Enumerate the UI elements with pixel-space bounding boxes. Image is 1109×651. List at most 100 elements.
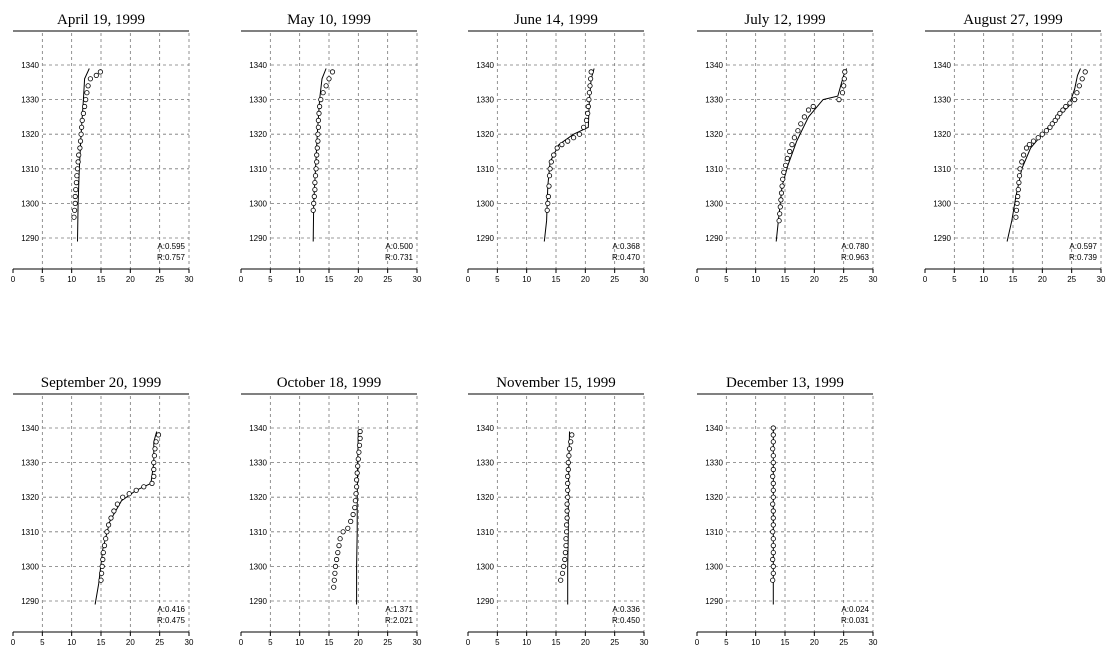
y-tick-label: 1330	[21, 459, 39, 468]
x-tick-label: 15	[97, 275, 106, 284]
x-tick-label: 25	[155, 638, 164, 647]
chart-title: October 18, 1999	[277, 375, 382, 391]
y-tick-label: 1320	[476, 130, 494, 139]
observed-point	[77, 138, 84, 144]
x-tick-label: 0	[11, 638, 16, 647]
observed-point	[79, 124, 85, 130]
observed-point	[770, 542, 776, 549]
y-tick-label: 1340	[21, 61, 39, 70]
observed-point	[563, 536, 569, 542]
y-tick-label: 1290	[249, 234, 267, 243]
observed-point	[548, 159, 554, 165]
observed-point	[566, 446, 573, 452]
observed-point	[547, 166, 553, 172]
x-tick-label: 5	[495, 638, 500, 647]
observed-point	[1015, 193, 1021, 200]
observed-point	[770, 577, 776, 583]
observed-point	[563, 522, 570, 528]
model-curve	[94, 431, 158, 605]
chart-title: November 15, 1999	[496, 375, 616, 391]
observed-point	[312, 180, 318, 186]
y-tick-label: 1300	[705, 199, 723, 208]
observed-point	[564, 508, 570, 514]
observed-point	[1015, 187, 1021, 193]
observed-point	[778, 190, 785, 196]
observed-point	[562, 549, 569, 556]
observed-point	[314, 152, 320, 158]
observed-point	[353, 477, 360, 483]
observed-point	[576, 131, 583, 137]
observed-point	[583, 117, 590, 124]
y-tick-label: 1310	[21, 165, 39, 174]
observed-point	[791, 135, 798, 141]
observed-point	[770, 473, 776, 479]
observed-point	[770, 459, 776, 466]
x-tick-label: 30	[869, 275, 878, 284]
x-tick-label: 0	[695, 275, 700, 284]
observed-point	[1043, 128, 1050, 134]
observed-point	[1035, 135, 1041, 141]
x-tick-label: 0	[695, 638, 700, 647]
chart-panel: September 20, 1999 1290 1300 1310 1320 1330 13…	[11, 375, 194, 647]
model-curve	[1006, 68, 1081, 242]
observed-point	[1019, 159, 1025, 165]
observed-point	[568, 439, 574, 445]
observed-point	[566, 453, 572, 459]
observed-point	[76, 152, 82, 158]
observed-point	[141, 484, 147, 490]
stat-a-label: A:0.368	[612, 242, 640, 251]
observed-point	[1052, 117, 1058, 124]
x-tick-label: 0	[11, 275, 16, 284]
chart-title: August 27, 1999	[963, 12, 1063, 28]
observed-point	[75, 159, 81, 165]
y-tick-label: 1330	[705, 96, 723, 105]
observed-point	[337, 536, 343, 542]
observed-point	[770, 515, 776, 521]
observed-point	[314, 159, 320, 165]
observed-point	[114, 501, 121, 507]
observed-point	[559, 570, 566, 576]
observed-point	[1057, 110, 1063, 117]
observed-point	[1076, 83, 1082, 89]
observed-point	[313, 166, 319, 172]
stat-r-label: R:0.739	[1069, 253, 1098, 262]
observed-point	[565, 494, 571, 500]
chart-title: September 20, 1999	[41, 375, 161, 391]
observed-point	[565, 459, 571, 466]
observed-point	[1074, 90, 1080, 96]
stat-r-label: R:0.470	[612, 253, 641, 262]
observed-point	[586, 97, 592, 103]
observed-point	[810, 103, 816, 110]
observed-point	[1079, 76, 1085, 82]
chart-title: July 12, 1999	[744, 12, 825, 28]
stat-a-label: A:0.780	[841, 242, 869, 251]
observed-point	[587, 83, 593, 89]
x-tick-label: 25	[383, 638, 392, 647]
y-tick-label: 1330	[933, 96, 951, 105]
observed-point	[312, 173, 319, 179]
observed-point	[1067, 100, 1073, 106]
x-tick-label: 30	[413, 638, 422, 647]
y-tick-label: 1320	[249, 130, 267, 139]
x-tick-label: 0	[923, 275, 928, 284]
stat-a-label: A:0.336	[612, 605, 640, 614]
stat-r-label: R:0.963	[841, 253, 870, 262]
stat-a-label: A:0.024	[841, 605, 869, 614]
observed-point	[320, 90, 326, 96]
x-tick-label: 20	[1038, 275, 1047, 284]
y-tick-label: 1320	[933, 130, 951, 139]
model-curve	[775, 68, 848, 242]
observed-point	[71, 214, 77, 220]
chart-panel: April 19, 1999 1290 1300 1310 1320 1330 1340 0 5…	[11, 12, 194, 284]
observed-point	[155, 432, 162, 438]
y-tick-label: 1330	[705, 459, 723, 468]
observed-point	[331, 577, 337, 583]
observed-point	[93, 72, 99, 79]
observed-point	[345, 525, 351, 531]
observed-point	[770, 480, 776, 486]
y-tick-label: 1300	[21, 562, 39, 571]
x-tick-label: 15	[97, 638, 106, 647]
observed-point	[133, 487, 139, 493]
observed-point	[570, 135, 577, 141]
x-tick-label: 20	[810, 275, 819, 284]
